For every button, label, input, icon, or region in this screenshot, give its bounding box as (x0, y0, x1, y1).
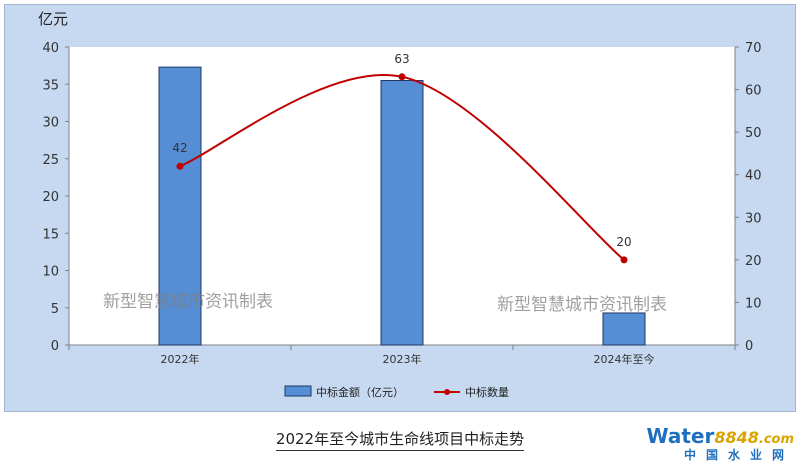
legend-line-marker (444, 389, 450, 395)
right-tick-label: 20 (745, 254, 762, 269)
x-tick-label: 2024年至今 (594, 352, 655, 366)
chart-caption: 2022年至今城市生命线项目中标走势 (0, 428, 800, 451)
right-tick-label: 30 (745, 211, 762, 226)
right-tick-label: 50 (745, 126, 762, 141)
count-point (398, 73, 406, 81)
legend-bar-swatch (284, 385, 312, 397)
left-tick-label: 40 (42, 41, 59, 56)
left-tick-label: 15 (42, 227, 59, 242)
right-tick-label: 40 (745, 169, 762, 184)
left-tick-label: 20 (42, 190, 59, 205)
bar (158, 66, 202, 346)
x-tick-label: 2023年 (383, 352, 422, 366)
right-tick-label: 70 (745, 41, 762, 56)
left-axis-unit: 亿元 (38, 10, 68, 28)
logo-dot: .com (758, 432, 794, 447)
left-tick-label: 10 (42, 265, 59, 280)
legend-bar-label: 中标金额（亿元） (316, 385, 404, 399)
left-tick-label: 25 (42, 153, 59, 168)
count-data-label: 42 (172, 141, 187, 155)
watermark-text: 新型智慧城市资讯制表 (497, 295, 667, 315)
count-point (620, 256, 628, 264)
x-tick-label: 2022年 (161, 352, 200, 366)
logo-cn: 中国水业网 (683, 448, 794, 462)
right-tick-label: 60 (745, 84, 762, 99)
logo-wordmark: Water8848.com (644, 424, 795, 448)
left-tick-label: 5 (51, 302, 59, 317)
count-data-label: 20 (616, 235, 631, 249)
water8848-logo: Water8848.com 中国水业网 (644, 424, 795, 468)
logo-word: Water (646, 424, 715, 448)
left-tick-label: 30 (42, 116, 59, 131)
right-tick-label: 10 (745, 296, 762, 311)
caption-text: 2022年至今城市生命线项目中标走势 (275, 430, 525, 451)
bar (602, 312, 646, 346)
left-tick-label: 0 (51, 339, 59, 354)
logo-digits: 8848 (714, 428, 759, 447)
count-data-label: 63 (394, 52, 409, 66)
left-tick-label: 35 (42, 78, 59, 93)
legend-line-label: 中标数量 (465, 385, 509, 399)
watermark-text: 新型智慧城市资讯制表 (103, 292, 273, 312)
right-tick-label: 0 (745, 339, 753, 354)
bar (380, 80, 424, 346)
count-point (176, 162, 184, 170)
